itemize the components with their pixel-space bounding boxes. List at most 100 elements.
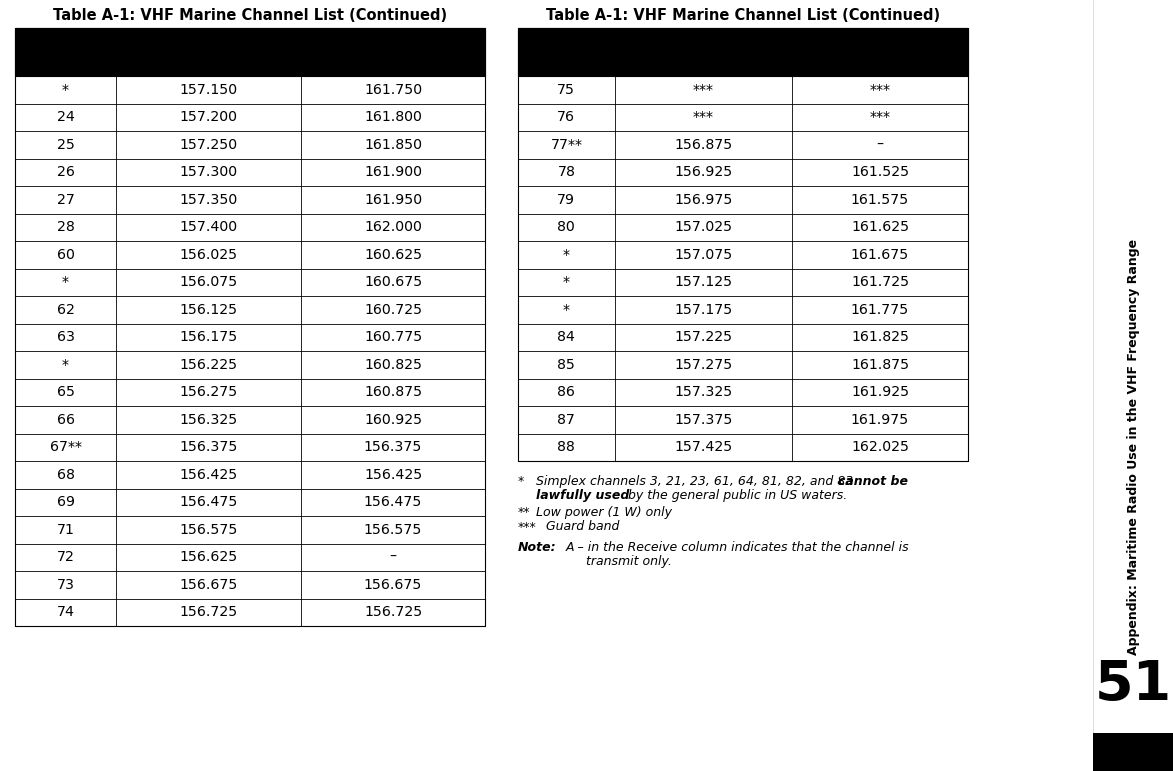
Text: 156.925: 156.925: [674, 165, 732, 179]
Text: Low power (1 W) only: Low power (1 W) only: [536, 506, 672, 519]
Text: 161.950: 161.950: [364, 193, 422, 207]
Text: 161.775: 161.775: [850, 303, 909, 317]
Text: Simplex channels 3, 21, 23, 61, 64, 81, 82, and 83: Simplex channels 3, 21, 23, 61, 64, 81, …: [536, 475, 857, 488]
Text: ***: ***: [518, 520, 537, 534]
Bar: [518, 28, 968, 461]
Text: *: *: [62, 275, 69, 289]
Text: 63: 63: [56, 330, 75, 344]
Text: 157.225: 157.225: [674, 330, 732, 344]
Text: 157.200: 157.200: [179, 110, 237, 124]
Text: **: **: [518, 506, 530, 519]
Text: 157.175: 157.175: [674, 303, 732, 317]
Text: 156.675: 156.675: [179, 577, 238, 592]
Text: 28: 28: [56, 221, 74, 234]
Text: 73: 73: [56, 577, 75, 592]
Text: 157.150: 157.150: [179, 82, 237, 96]
Text: 161.800: 161.800: [364, 110, 422, 124]
Text: 160.625: 160.625: [364, 247, 422, 261]
Text: 160.875: 160.875: [364, 386, 422, 399]
Text: 84: 84: [557, 330, 575, 344]
Text: 156.475: 156.475: [179, 495, 238, 510]
Text: 62: 62: [56, 303, 74, 317]
Text: 156.475: 156.475: [364, 495, 422, 510]
Text: 76: 76: [557, 110, 576, 124]
Text: 156.225: 156.225: [179, 358, 237, 372]
Text: 161.850: 161.850: [364, 138, 422, 152]
Text: 71: 71: [56, 523, 74, 537]
Text: Table A-1: VHF Marine Channel List (Continued): Table A-1: VHF Marine Channel List (Cont…: [545, 8, 940, 23]
Text: 156.075: 156.075: [179, 275, 237, 289]
Text: 26: 26: [56, 165, 74, 179]
Text: 157.425: 157.425: [674, 440, 732, 454]
Text: ***: ***: [869, 82, 890, 96]
Bar: [15, 28, 484, 626]
Text: 161.975: 161.975: [850, 412, 909, 427]
Text: 161.725: 161.725: [850, 275, 909, 289]
Text: 156.875: 156.875: [674, 138, 732, 152]
Text: 88: 88: [557, 440, 575, 454]
Text: *: *: [563, 303, 570, 317]
Text: *: *: [518, 475, 524, 488]
Text: 74: 74: [56, 605, 75, 619]
Text: Appendix: Maritime Radio Use in the VHF Frequency Range: Appendix: Maritime Radio Use in the VHF …: [1126, 239, 1139, 655]
Text: 161.525: 161.525: [850, 165, 909, 179]
Text: 157.300: 157.300: [179, 165, 237, 179]
Text: 69: 69: [56, 495, 75, 510]
Text: –: –: [389, 550, 396, 564]
Text: *: *: [62, 358, 69, 372]
Text: 156.325: 156.325: [179, 412, 237, 427]
Text: 156.025: 156.025: [179, 247, 237, 261]
Text: 156.975: 156.975: [674, 193, 732, 207]
Text: *: *: [563, 275, 570, 289]
Text: 162.025: 162.025: [852, 440, 909, 454]
Bar: [1093, 0, 1173, 771]
Text: 75: 75: [557, 82, 576, 96]
Text: A – in the Receive column indicates that the channel is: A – in the Receive column indicates that…: [567, 541, 909, 554]
Text: ***: ***: [693, 110, 713, 124]
Text: 157.375: 157.375: [674, 412, 732, 427]
Text: –: –: [876, 138, 883, 152]
Text: 87: 87: [557, 412, 575, 427]
Text: 161.575: 161.575: [850, 193, 909, 207]
Text: 156.175: 156.175: [179, 330, 237, 344]
Text: 156.125: 156.125: [179, 303, 237, 317]
Text: 156.575: 156.575: [179, 523, 238, 537]
Text: *: *: [62, 82, 69, 96]
Text: 161.625: 161.625: [850, 221, 909, 234]
Text: 60: 60: [56, 247, 74, 261]
Text: cannot be: cannot be: [838, 475, 908, 488]
Text: 156.425: 156.425: [179, 468, 237, 482]
Text: 157.250: 157.250: [179, 138, 237, 152]
Text: ***: ***: [869, 110, 890, 124]
Text: 156.375: 156.375: [364, 440, 422, 454]
Text: 156.425: 156.425: [364, 468, 422, 482]
Text: 156.625: 156.625: [179, 550, 237, 564]
Text: Guard band: Guard band: [545, 520, 619, 534]
Text: 25: 25: [56, 138, 74, 152]
Text: 72: 72: [56, 550, 74, 564]
Bar: [1093, 733, 1173, 771]
Text: 27: 27: [56, 193, 74, 207]
Text: 24: 24: [56, 110, 74, 124]
Text: 157.400: 157.400: [179, 221, 237, 234]
Text: 160.825: 160.825: [364, 358, 422, 372]
Text: transmit only.: transmit only.: [586, 555, 672, 568]
Text: 80: 80: [557, 221, 575, 234]
Text: Table A-1: VHF Marine Channel List (Continued): Table A-1: VHF Marine Channel List (Cont…: [53, 8, 447, 23]
Text: English: English: [1105, 745, 1161, 759]
Text: 161.925: 161.925: [850, 386, 909, 399]
Text: Note:: Note:: [518, 541, 557, 554]
Text: 67**: 67**: [49, 440, 82, 454]
Text: 157.075: 157.075: [674, 247, 732, 261]
Text: 157.325: 157.325: [674, 386, 732, 399]
Text: 79: 79: [557, 193, 576, 207]
Bar: [15, 28, 484, 76]
Text: 156.275: 156.275: [179, 386, 237, 399]
Text: by the general public in US waters.: by the general public in US waters.: [624, 490, 847, 503]
Text: 156.675: 156.675: [364, 577, 422, 592]
Text: 161.900: 161.900: [364, 165, 422, 179]
Text: 65: 65: [56, 386, 75, 399]
Text: 161.750: 161.750: [364, 82, 422, 96]
Text: 156.375: 156.375: [179, 440, 238, 454]
Text: 157.275: 157.275: [674, 358, 732, 372]
